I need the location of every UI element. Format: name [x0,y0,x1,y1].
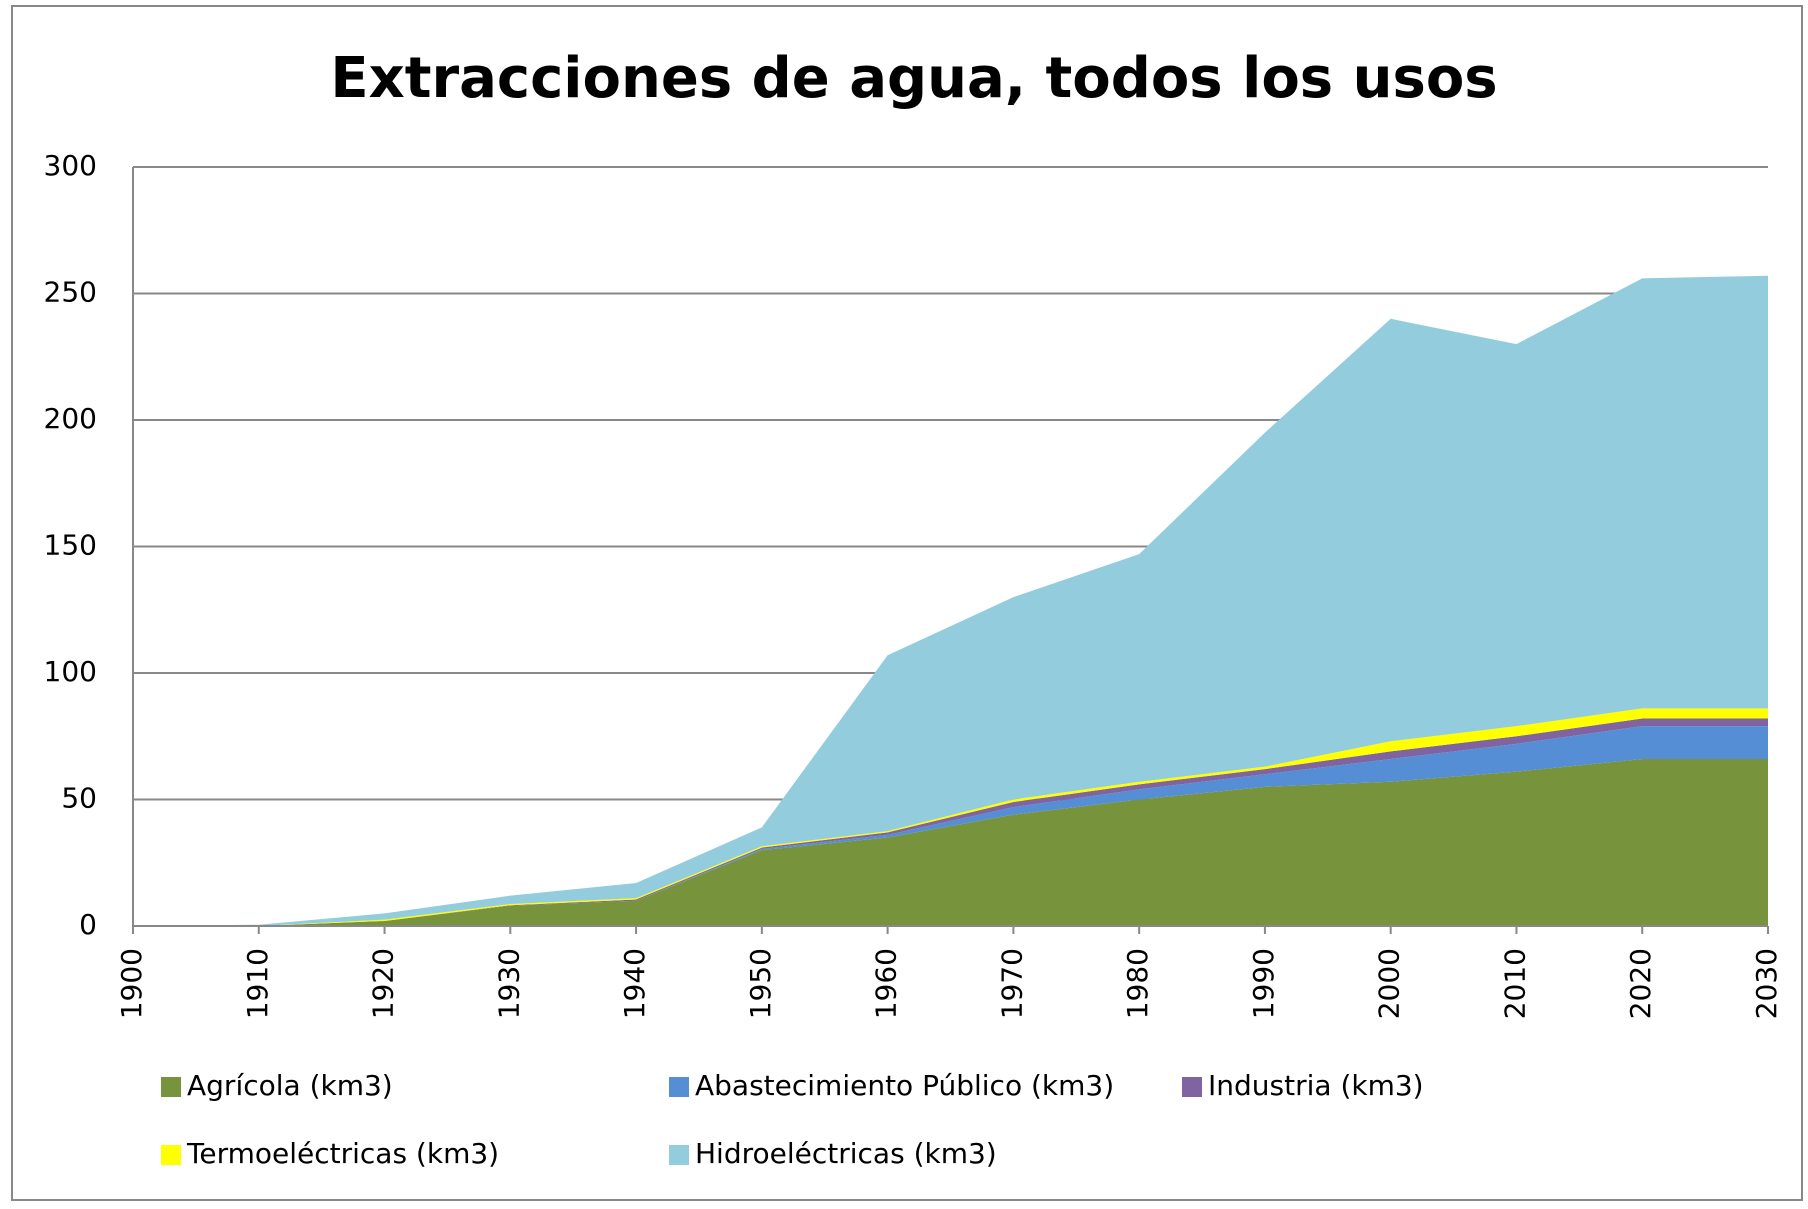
legend-label: Agrícola (km3) [187,1069,393,1102]
y-tick-label: 50 [61,782,97,815]
legend-label: Hidroeléctricas (km3) [695,1137,997,1170]
x-tick-label: 1940 [618,948,651,1019]
x-tick-label: 1920 [367,948,400,1019]
legend-label: Abastecimiento Público (km3) [695,1069,1114,1102]
x-tick-label: 1970 [995,948,1028,1019]
y-tick-label: 250 [44,276,97,309]
legend-swatch [161,1145,181,1165]
x-tick-label: 2030 [1750,948,1783,1019]
y-tick-label: 150 [44,529,97,562]
x-tick-label: 1900 [115,948,148,1019]
legend-swatch [1182,1077,1202,1097]
legend-label: Termoeléctricas (km3) [186,1137,499,1170]
chart-title: Extracciones de agua, todos los usos [330,46,1497,111]
legend-swatch [669,1077,689,1097]
y-tick-label: 200 [44,402,97,435]
area [133,708,1768,926]
x-tick-label: 2000 [1373,948,1406,1019]
legend-swatch [161,1077,181,1097]
area [133,726,1768,926]
y-tick-label: 0 [79,908,97,941]
y-tick-label: 100 [44,655,97,688]
x-tick-label: 2010 [1498,948,1531,1019]
legend-swatch [669,1145,689,1165]
x-tick-label: 1960 [870,948,903,1019]
x-tick-label: 1980 [1121,948,1154,1019]
legend-label: Industria (km3) [1208,1069,1424,1102]
x-tick-label: 1930 [492,948,525,1019]
x-tick-label: 1950 [744,948,777,1019]
area [133,759,1768,926]
x-tick-label: 2020 [1624,948,1657,1019]
x-tick-label: 1910 [241,948,274,1019]
area [133,275,1768,926]
y-tick-label: 300 [44,149,97,182]
x-tick-label: 1990 [1247,948,1280,1019]
